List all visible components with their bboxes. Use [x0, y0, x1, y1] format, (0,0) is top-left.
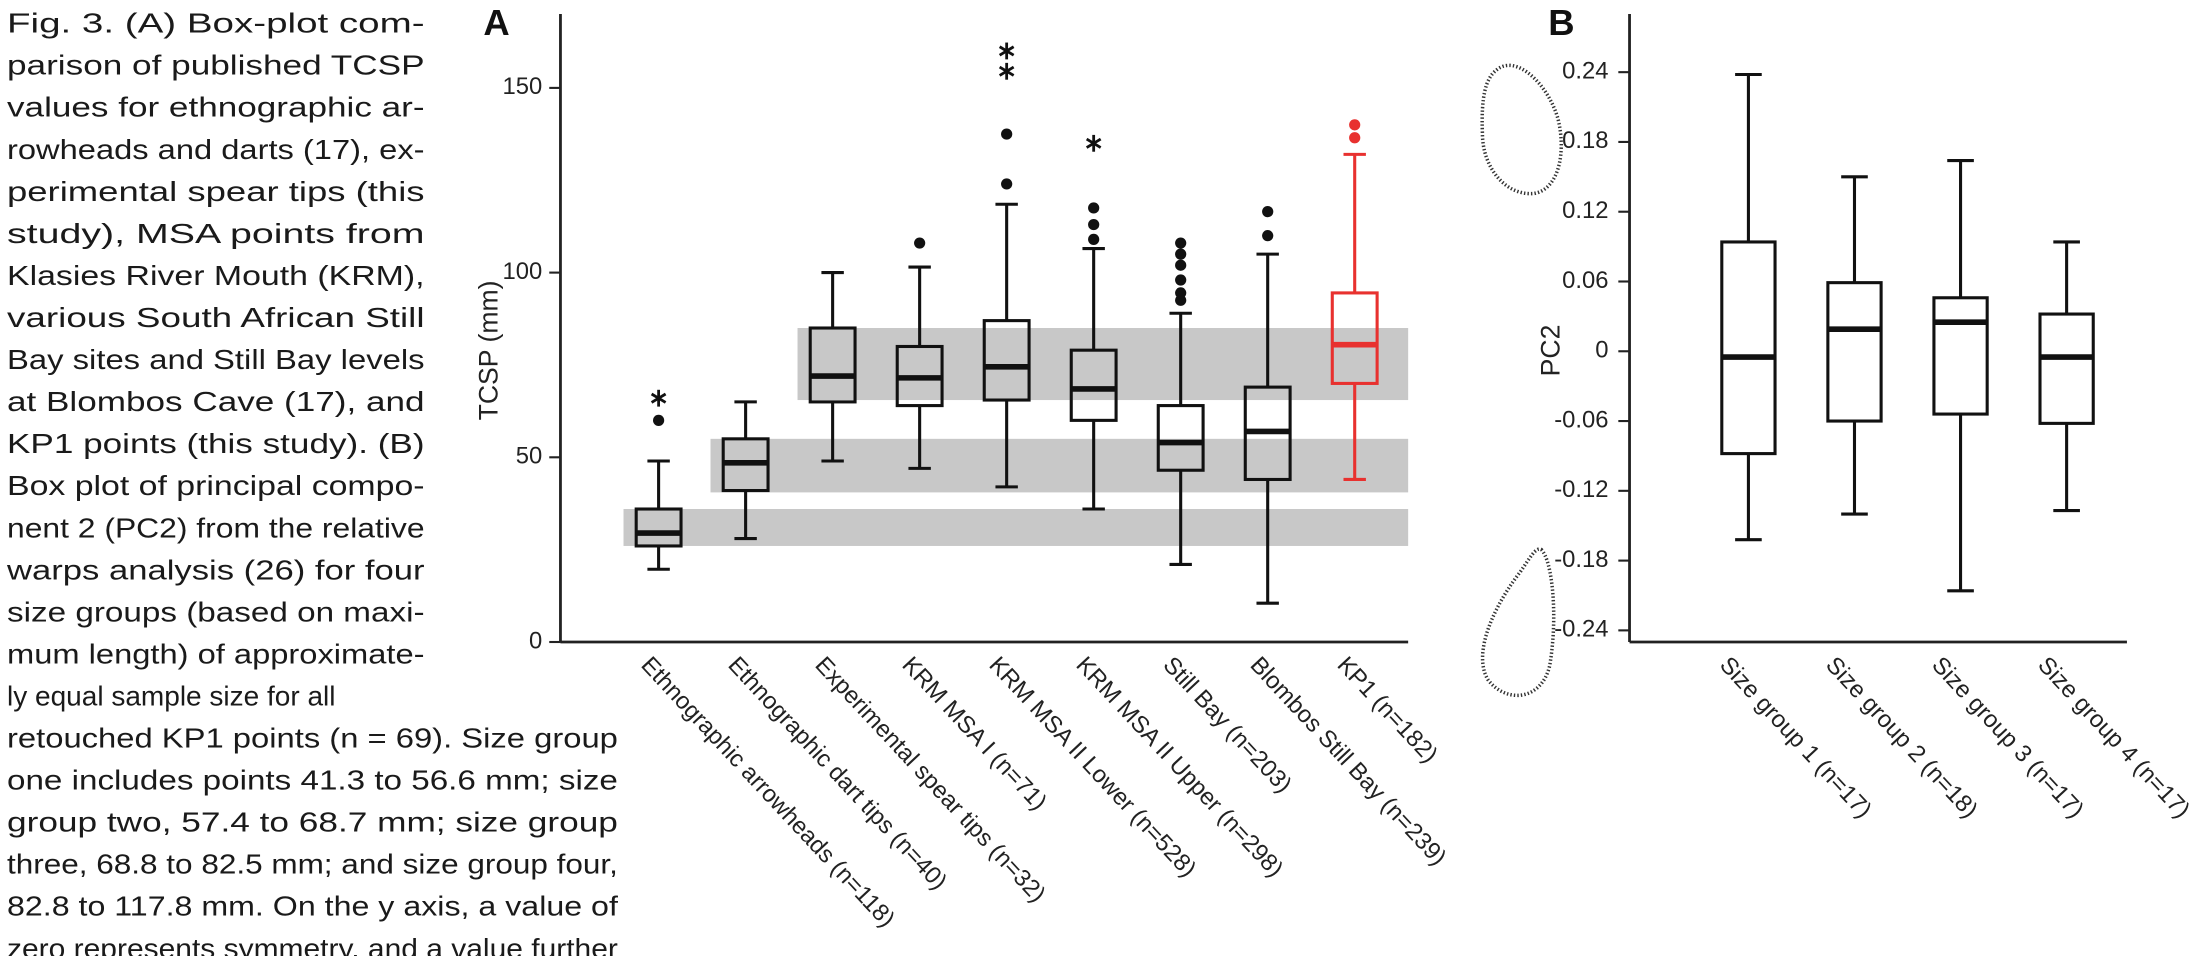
outlier — [1088, 202, 1100, 214]
caption-line: Klasies River Mouth (KRM), — [7, 260, 425, 291]
outline-shape — [1480, 547, 1556, 698]
caption-line: retouched KP1 points (n = 69). Size grou… — [7, 723, 618, 754]
caption-line: warps analysis (26) for four — [6, 554, 425, 585]
caption-line: size groups (based on maxi- — [7, 596, 425, 627]
y-axis-label: TCSP (mm) — [473, 280, 503, 420]
extreme-stroke — [650, 392, 667, 404]
box — [1720, 240, 1777, 456]
outlier — [1262, 206, 1274, 218]
y-tick-label: 0.18 — [1562, 127, 1608, 154]
caption-line: study), MSA points from — [7, 218, 425, 249]
outline-shape — [1480, 63, 1563, 196]
outlier — [1175, 259, 1187, 271]
y-tick-label: -0.06 — [1554, 406, 1608, 433]
caption-line: rowheads and darts (17), ex- — [7, 134, 425, 165]
box — [634, 507, 683, 548]
caption-line: zero represents symmetry, and a value fu… — [7, 933, 618, 956]
extreme-stroke — [998, 45, 1015, 57]
caption-line: perimental spear tips (this — [7, 176, 425, 207]
box — [2038, 312, 2095, 425]
caption-line: ly equal sample size for all — [7, 680, 335, 711]
caption-line: Bay sites and Still Bay levels — [7, 344, 425, 375]
outlier — [1175, 274, 1187, 286]
y-tick-label: 0 — [1595, 337, 1608, 364]
caption-line: 82.8 to 117.8 mm. On the y axis, a value… — [7, 891, 618, 922]
outlier — [1088, 233, 1100, 245]
outlier — [1001, 128, 1013, 140]
panel-label: A — [483, 2, 509, 43]
caption-line: various South African Still — [7, 302, 425, 333]
shaded-range — [710, 438, 1409, 493]
outlier — [1349, 119, 1361, 131]
y-tick-label: -0.24 — [1554, 616, 1608, 643]
y-tick-label: 100 — [503, 258, 543, 285]
outlier — [1175, 248, 1187, 260]
box — [1826, 281, 1883, 423]
outlier — [1175, 287, 1187, 299]
extreme-marker — [998, 62, 1015, 80]
y-tick-label: 150 — [503, 73, 543, 100]
caption-line: group two, 57.4 to 68.7 mm; size group — [7, 807, 618, 838]
panel-label: B — [1548, 2, 1574, 43]
x-tick-label: KRM MSA I (n=71) — [897, 652, 1053, 816]
caption-line: Fig. 3. (A) Box-plot com- — [7, 8, 425, 39]
y-tick-label: -0.12 — [1554, 476, 1608, 503]
box — [808, 326, 857, 404]
y-tick-label: 0.12 — [1562, 197, 1608, 224]
y-axis-label: PC2 — [1536, 325, 1566, 377]
caption-line: at Blombos Cave (17), and — [7, 386, 425, 417]
y-tick-label: 0.24 — [1562, 57, 1608, 84]
extreme-marker — [650, 389, 667, 407]
extreme-marker — [998, 42, 1015, 60]
extreme-stroke — [1085, 137, 1102, 149]
outlier — [1001, 178, 1013, 190]
box — [1932, 296, 1989, 416]
outlier — [914, 237, 926, 249]
box — [1330, 291, 1379, 385]
extreme-marker — [1085, 134, 1102, 152]
caption-line: mum length) of approximate- — [7, 638, 425, 669]
caption-line: KP1 points (this study). (B) — [7, 428, 425, 459]
caption-line: Box plot of principal compo- — [7, 470, 425, 501]
caption-line: parison of published TCSP — [7, 50, 425, 81]
y-tick-label: -0.18 — [1554, 546, 1608, 573]
outlier — [1175, 237, 1187, 249]
caption-line: one includes points 41.3 to 56.6 mm; siz… — [7, 765, 618, 796]
caption-line: nent 2 (PC2) from the relative — [7, 512, 425, 543]
extreme-stroke — [998, 65, 1015, 77]
caption-line: three, 68.8 to 82.5 mm; and size group f… — [7, 849, 618, 880]
shaded-range — [623, 509, 1409, 546]
outlier — [1349, 132, 1361, 144]
box — [1156, 404, 1205, 472]
caption-line: values for ethnographic ar- — [7, 92, 425, 123]
y-tick-label: 0.06 — [1562, 267, 1608, 294]
box — [982, 319, 1031, 402]
outlier — [1088, 218, 1100, 231]
y-tick-label: 0 — [529, 627, 542, 654]
box — [1069, 348, 1118, 422]
outlier — [653, 414, 665, 426]
y-tick-label: 50 — [516, 443, 542, 470]
outlier — [1262, 230, 1274, 242]
